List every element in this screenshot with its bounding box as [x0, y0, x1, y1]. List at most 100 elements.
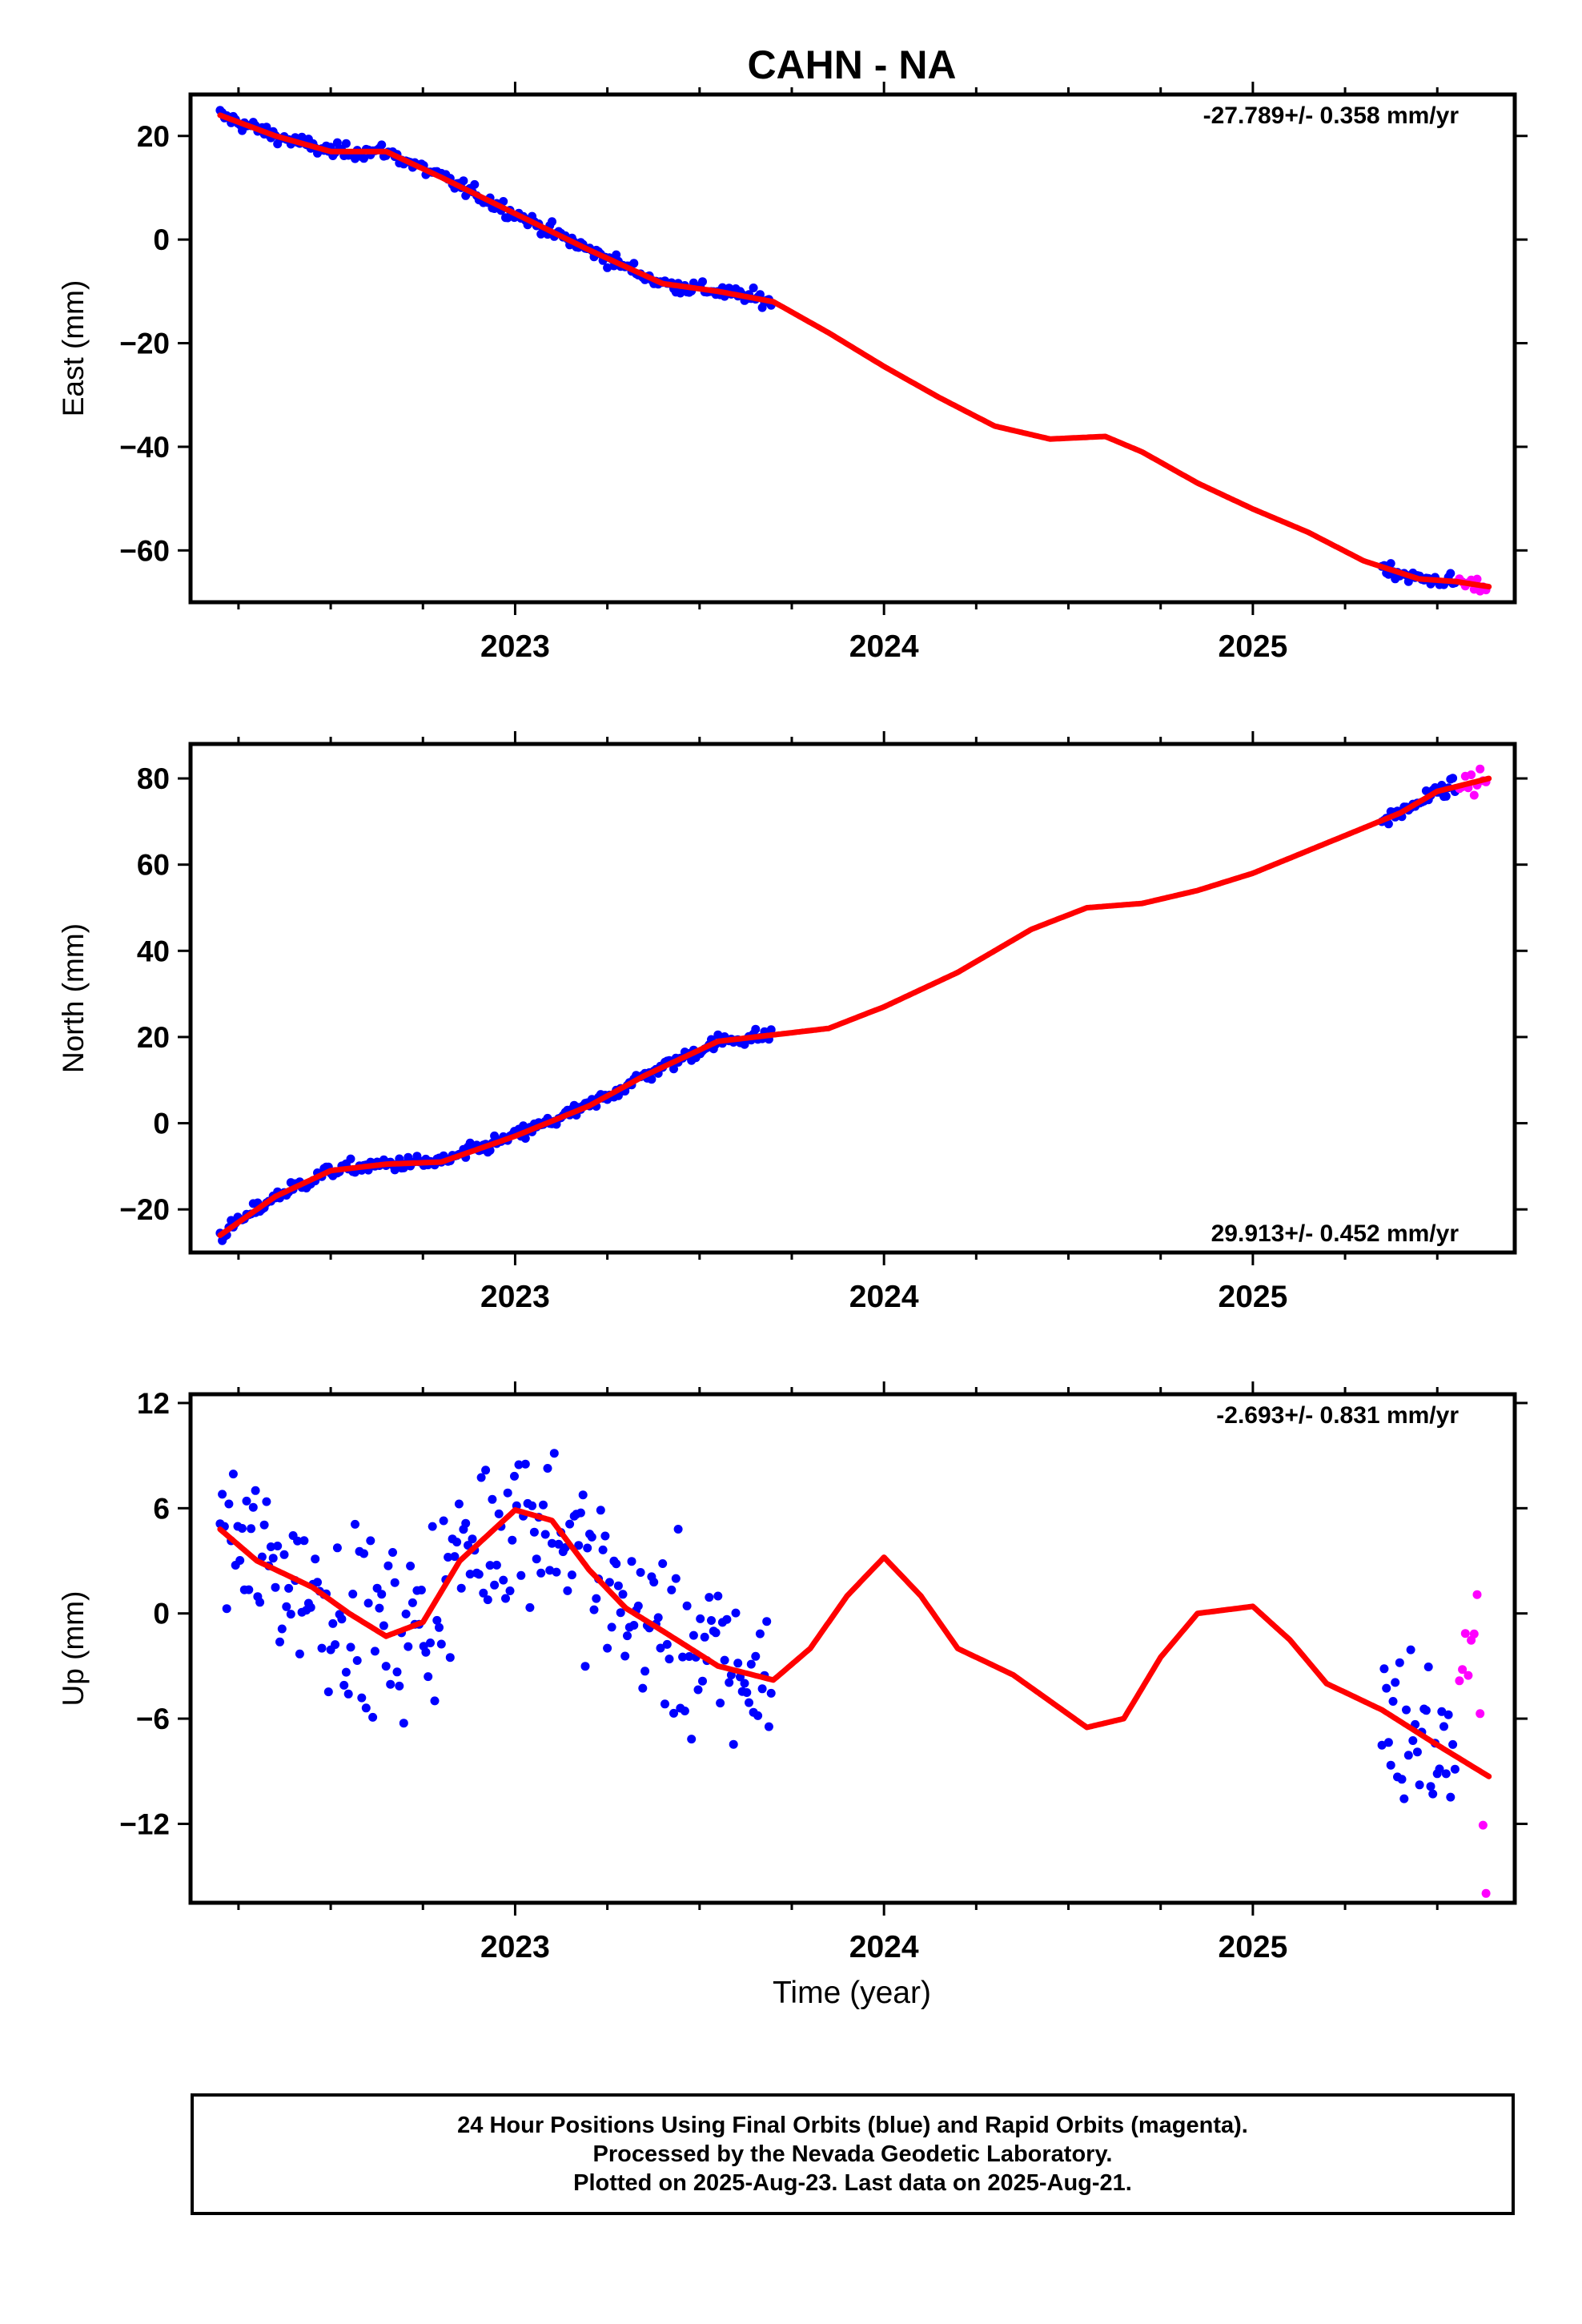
final-orbit-point	[262, 1497, 271, 1506]
final-orbit-point	[341, 1667, 351, 1677]
x-tick-label: 2025	[1219, 1280, 1288, 1314]
final-orbit-point	[452, 1538, 462, 1547]
final-orbit-point	[649, 1578, 659, 1587]
final-orbit-point	[665, 1655, 674, 1664]
final-orbit-point	[266, 1542, 275, 1551]
final-orbit-point	[459, 176, 468, 186]
final-orbit-point	[1397, 1775, 1407, 1784]
final-orbit-point	[751, 1651, 761, 1661]
final-orbit-point	[764, 1722, 773, 1731]
rapid-orbit-point	[1469, 1629, 1479, 1638]
north-y-axis-label: North (mm)	[57, 923, 90, 1073]
final-orbit-point	[661, 1699, 669, 1709]
final-orbit-point	[445, 1653, 455, 1663]
final-orbit-point	[323, 1687, 333, 1697]
final-orbit-point	[268, 1554, 278, 1563]
final-orbit-point	[224, 1499, 234, 1509]
rapid-orbit-point	[1469, 790, 1479, 800]
final-orbit-point	[456, 1583, 466, 1593]
final-orbit-point	[505, 1586, 515, 1595]
final-orbit-point	[492, 1560, 501, 1570]
final-orbit-point	[1441, 1769, 1451, 1779]
final-orbit-point	[510, 1471, 519, 1481]
final-orbit-point	[1388, 1697, 1398, 1706]
final-orbit-point	[474, 1570, 484, 1579]
final-orbit-point	[348, 1590, 358, 1598]
final-orbit-point	[341, 139, 351, 148]
final-orbit-point	[636, 1568, 645, 1577]
x-tick-label: 2025	[1219, 1930, 1288, 1964]
final-orbit-point	[612, 1559, 621, 1569]
final-orbit-point	[520, 1459, 530, 1469]
final-orbit-point	[235, 1556, 245, 1565]
rapid-orbit-point	[1476, 764, 1485, 774]
final-orbit-point	[351, 1519, 359, 1529]
final-orbit-point	[576, 1508, 585, 1518]
final-orbit-point	[693, 1685, 703, 1695]
x-tick-label: 2023	[480, 1280, 550, 1314]
final-orbit-point	[279, 1550, 289, 1559]
final-orbit-point	[436, 1639, 446, 1649]
north-model-curve	[217, 775, 1492, 1238]
final-orbit-point	[1377, 1740, 1387, 1750]
final-orbit-point	[607, 1622, 616, 1632]
final-orbit-point	[485, 1561, 495, 1570]
final-orbit-point	[574, 1541, 584, 1550]
final-orbit-point	[629, 1621, 639, 1630]
final-orbit-point	[352, 1656, 362, 1665]
final-orbit-point	[311, 1554, 320, 1564]
final-orbit-point	[346, 1642, 355, 1652]
chart-title: CAHN - NA	[747, 42, 956, 87]
final-orbit-point	[722, 1614, 732, 1624]
final-orbit-point	[587, 1532, 596, 1542]
up-model-curve	[217, 1507, 1492, 1779]
final-orbit-point	[1435, 1764, 1444, 1774]
final-orbit-point	[647, 1075, 656, 1084]
final-orbit-point	[1408, 1736, 1418, 1745]
final-orbit-point	[1406, 1645, 1415, 1655]
final-orbit-point	[1448, 1739, 1458, 1749]
final-orbit-point	[361, 1703, 371, 1713]
final-orbit-point	[671, 1574, 681, 1583]
final-orbit-point	[733, 1659, 743, 1668]
final-orbit-point	[698, 1676, 707, 1686]
final-orbit-point	[372, 1583, 382, 1593]
final-orbit-point	[536, 1568, 546, 1578]
final-orbit-point	[552, 1567, 561, 1577]
final-orbit-point	[618, 1590, 628, 1599]
final-orbit-point	[222, 1604, 231, 1614]
final-orbit-point	[257, 1552, 267, 1562]
final-orbit-point	[401, 1609, 411, 1618]
final-orbit-point	[1386, 1760, 1395, 1770]
up-data-layer	[215, 1449, 1492, 1898]
final-orbit-point	[332, 1543, 342, 1553]
y-tick-label: −40	[119, 431, 170, 464]
final-orbit-point	[653, 1613, 663, 1622]
final-orbit-point	[766, 1688, 776, 1698]
final-orbit-point	[540, 1530, 550, 1539]
y-tick-label: −20	[119, 1193, 170, 1226]
final-orbit-point	[1428, 1789, 1438, 1799]
rapid-orbit-point	[1460, 1629, 1470, 1638]
final-orbit-point	[578, 1490, 588, 1500]
final-orbit-point	[1441, 791, 1451, 801]
final-orbit-point	[731, 1608, 741, 1618]
final-orbit-point	[408, 1598, 417, 1607]
north-plot-frame	[188, 742, 1517, 1255]
final-orbit-point	[464, 1541, 472, 1550]
north-panel: 80 60 40 20 0 −20 2023 2024 2025 North (mm) 29.913…	[57, 731, 1528, 1314]
final-orbit-point	[1399, 1794, 1409, 1803]
final-orbit-point	[1402, 1705, 1411, 1715]
east-y-axis-label: East (mm)	[57, 280, 90, 417]
final-orbit-point	[255, 1598, 265, 1607]
final-orbit-point	[468, 1534, 477, 1544]
final-orbit-point	[461, 1518, 471, 1528]
north-data-layer	[215, 764, 1492, 1245]
final-orbit-point	[424, 1672, 433, 1682]
final-orbit-point	[589, 1605, 599, 1614]
final-orbit-point	[707, 1616, 716, 1625]
final-orbit-point	[508, 1535, 517, 1545]
x-tick-label: 2024	[849, 1930, 919, 1964]
final-orbit-point	[244, 1585, 254, 1594]
final-orbit-point	[1379, 1664, 1389, 1674]
